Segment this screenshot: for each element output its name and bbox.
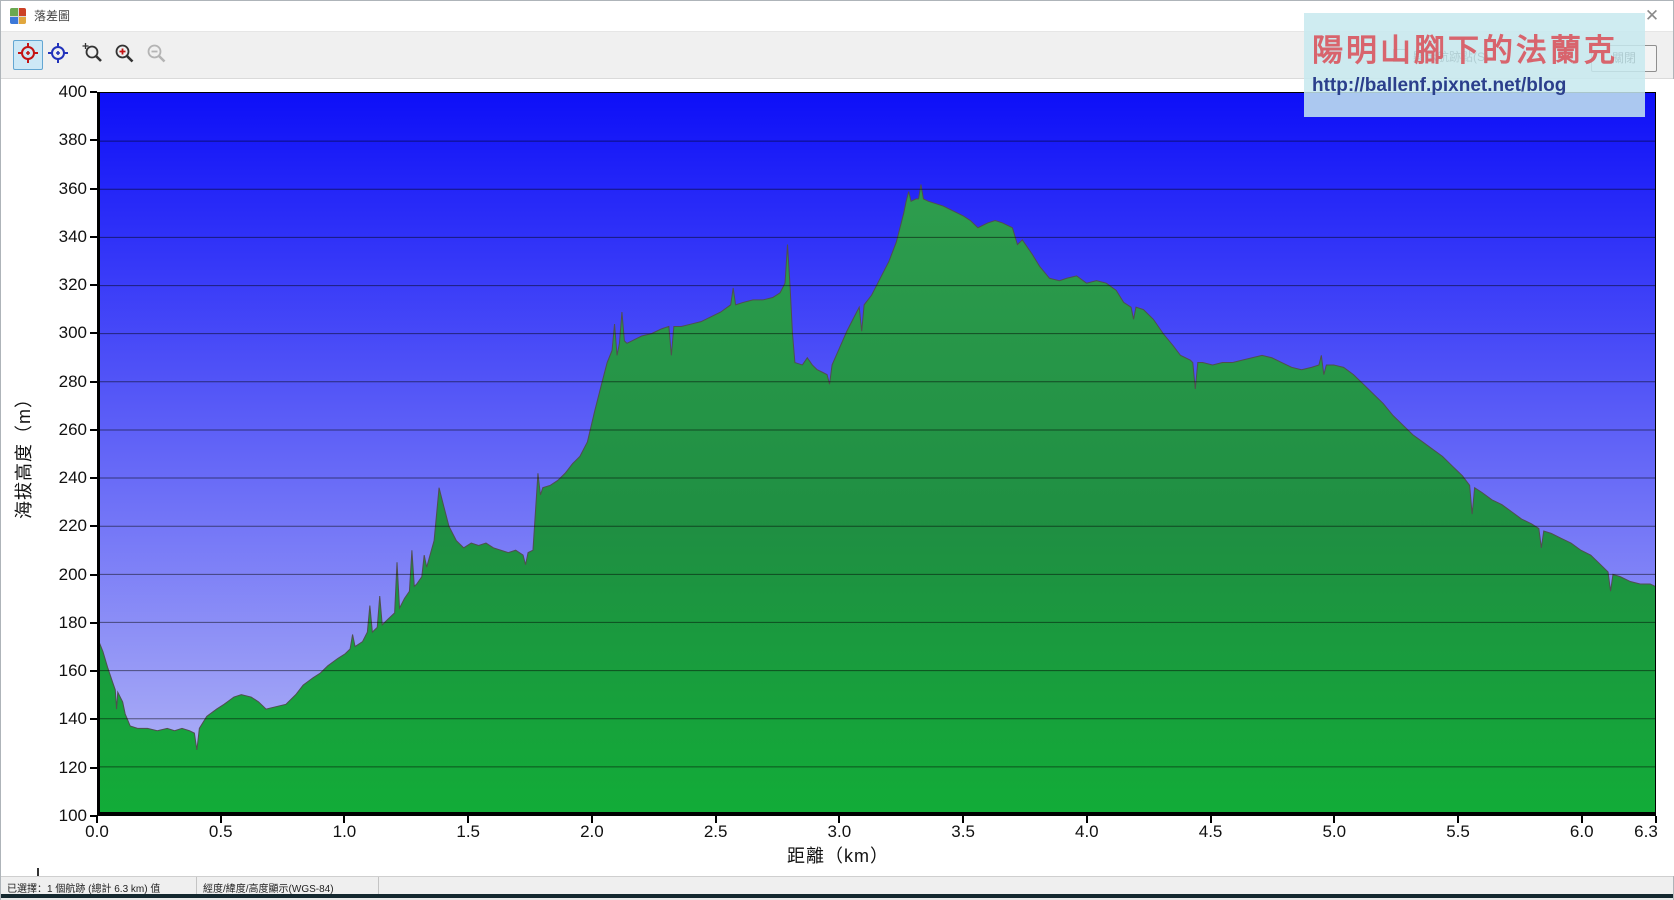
y-tick [90,766,97,769]
y-tick [90,621,97,624]
y-tick [90,91,97,93]
y-tick-label: 320 [58,275,87,295]
x-tick [590,816,593,823]
y-tick-label: 160 [58,661,87,681]
y-tick-label: 240 [58,468,87,488]
x-tick [467,816,470,823]
crosshair-red-icon [17,42,39,69]
x-tick-label: 6.0 [1569,822,1594,841]
y-tick [90,187,97,190]
x-tick-label: 3.0 [827,822,852,841]
x-tick-label: 0.0 [85,822,109,841]
zoom-in-button[interactable] [109,40,139,70]
y-tick [90,428,97,431]
x-tick-label: 4.0 [1075,822,1099,841]
x-tick [962,816,965,823]
y-tick-label: 280 [58,371,87,391]
crosshair-blue-icon [47,42,69,69]
x-tick-label: 0.5 [208,822,233,841]
x-tick [219,816,222,823]
x-tick [1085,816,1088,823]
x-tick [1209,816,1212,823]
y-tick [90,139,97,142]
elevation-profile-plot[interactable] [97,92,1656,816]
y-tick [90,525,97,528]
x-tick [1655,816,1657,823]
y-tick-label: 120 [58,757,87,777]
watermark-title: 陽明山腳下的法蘭克 [1312,33,1618,68]
window-close-icon[interactable]: ✕ [1644,6,1660,25]
x-tick-label: 5.0 [1322,822,1347,841]
zoom-region-button[interactable] [77,40,107,70]
y-tick-label: 360 [58,178,87,198]
y-tick-label: 100 [58,806,87,825]
watermark-overlay: 陽明山腳下的法蘭克 http://ballenf.pixnet.net/blog [1304,13,1645,117]
x-tick [714,816,717,823]
y-tick-label: 340 [58,226,87,246]
zoom-out-button[interactable] [141,40,171,70]
x-tick-label: 5.5 [1446,822,1470,841]
y-tick-label: 400 [58,82,87,101]
zoom-in-magnifier-icon [113,42,135,69]
x-tick [1333,816,1336,823]
status-selection: 已選擇：1 個航跡 (總計 6.3 km) 值 [1,877,197,894]
y-tick-label: 180 [58,612,87,632]
x-tick-label: 2.5 [703,822,728,841]
y-tick [90,235,97,238]
x-tick-label: 6.3 [1634,822,1658,841]
watermark-url: http://ballenf.pixnet.net/blog [1312,75,1567,96]
x-tick-label: 1.5 [456,822,480,841]
x-tick-label: 2.0 [580,822,604,841]
status-bar: 已選擇：1 個航跡 (總計 6.3 km) 值 經度/緯度/高度顯示(WGS-8… [1,876,1673,894]
app-icon [10,8,26,24]
x-tick [838,816,841,823]
x-tick-label: 3.5 [951,822,975,841]
y-tick-label: 300 [58,323,87,343]
window-title: 落差圖 [34,9,71,23]
elevation-fill [98,184,1655,815]
track-cursor-red-button[interactable] [13,40,43,70]
track-cursor-blue-button[interactable] [43,40,73,70]
y-tick [90,718,97,721]
x-axis-title: 距離（km） [787,846,889,866]
y-tick-label: 200 [58,564,87,584]
x-tick [1580,816,1583,823]
y-tick [90,380,97,383]
y-tick [90,815,97,817]
y-tick [90,573,97,576]
y-tick-label: 380 [58,130,87,150]
bottom-dark-band [1,894,1673,898]
x-tick-label: 1.0 [332,822,357,841]
status-spacer [379,877,1673,894]
chart-panel: 海拔高度（m） 距離（km） 100 120 140 160 180 200 220 240 2… [1,79,1674,876]
status-datum: 經度/緯度/高度顯示(WGS-84) [197,877,379,894]
elevation-profile-area [98,93,1655,815]
zoom-region-magnifier-icon [81,42,103,69]
y-tick-label: 260 [58,419,87,439]
x-tick-label: 4.5 [1198,822,1223,841]
y-tick [90,477,97,480]
x-tick [343,816,346,823]
y-tick [90,670,97,673]
zoom-out-magnifier-icon [145,42,167,69]
y-tick [90,332,97,335]
x-tick [96,816,98,823]
x-tick [1457,816,1460,823]
y-axis-title: 海拔高度（m） [14,389,34,519]
bottom-sliver [1,898,1673,900]
text-caret [37,868,39,877]
y-tick-label: 220 [58,516,87,536]
y-tick [90,284,97,287]
y-tick-label: 140 [58,709,87,729]
